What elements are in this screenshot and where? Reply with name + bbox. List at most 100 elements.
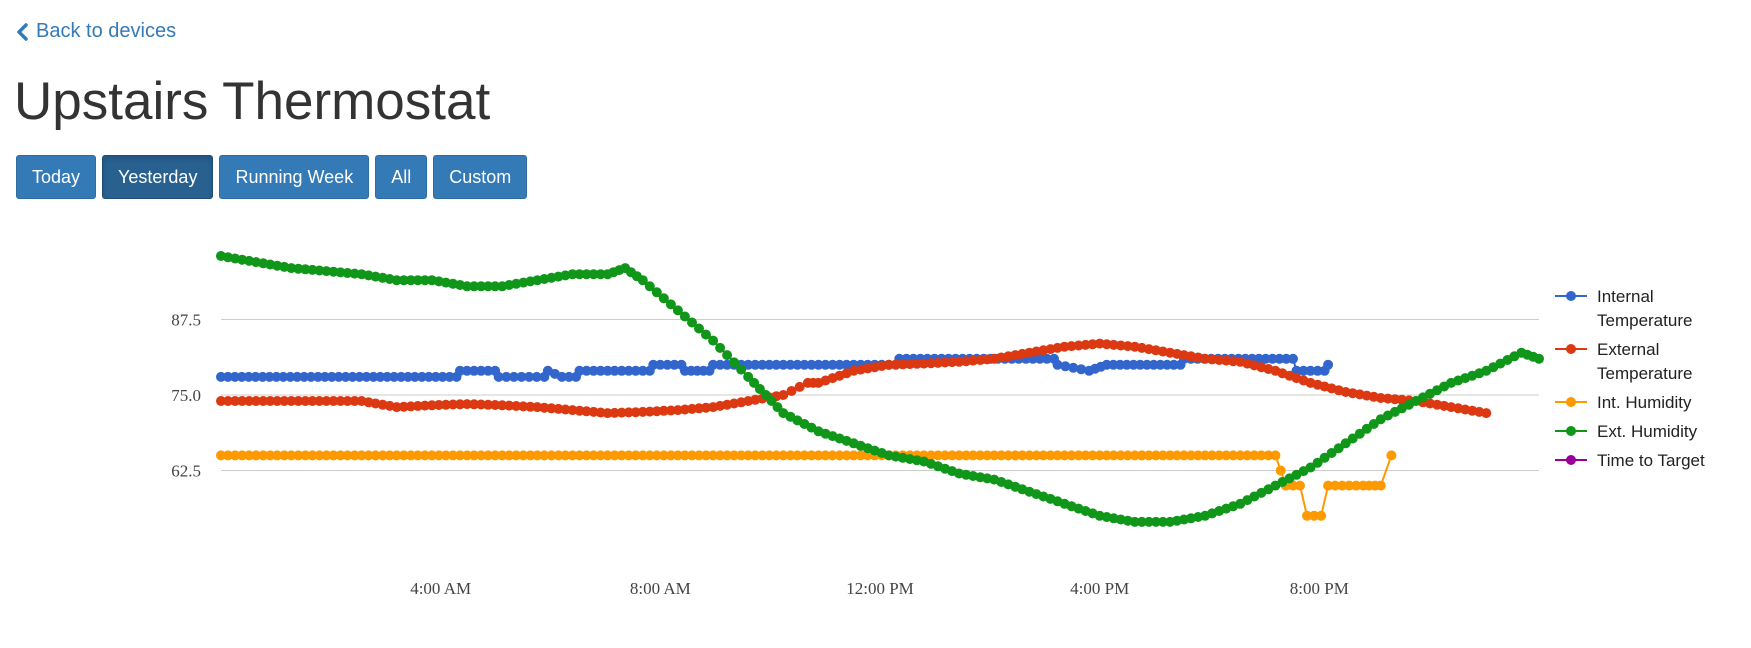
data-point — [448, 399, 458, 410]
data-point — [370, 450, 381, 461]
data-point — [1221, 450, 1232, 461]
data-point — [602, 450, 613, 461]
data-point — [1017, 450, 1028, 461]
data-point — [651, 287, 662, 298]
data-point — [609, 365, 620, 376]
data-point — [665, 450, 676, 461]
data-point — [389, 371, 400, 382]
custom-button[interactable]: Custom — [433, 155, 528, 199]
data-point — [1143, 516, 1154, 527]
data-point — [1361, 423, 1372, 434]
data-point — [708, 335, 719, 346]
data-point — [1172, 450, 1182, 461]
data-point — [223, 396, 233, 406]
data-point — [679, 450, 690, 461]
data-point — [616, 365, 627, 376]
yesterday-button[interactable]: Yesterday — [102, 155, 214, 199]
data-point — [236, 371, 247, 382]
data-point — [595, 450, 606, 461]
back-to-devices-link[interactable]: Back to devices — [16, 20, 176, 43]
data-point — [412, 275, 423, 286]
data-point — [497, 400, 508, 411]
data-point — [778, 450, 789, 461]
data-point — [564, 371, 574, 382]
data-point — [694, 450, 704, 461]
data-point — [1354, 428, 1365, 439]
data-point — [883, 359, 894, 370]
data-point — [368, 371, 379, 382]
data-point — [574, 365, 585, 376]
legend-item-1[interactable]: External Temperature — [1555, 340, 1692, 383]
data-point — [426, 450, 437, 461]
data-point — [516, 371, 527, 382]
data-point — [595, 269, 606, 280]
data-point — [532, 450, 543, 461]
data-point — [1129, 516, 1140, 527]
data-point — [862, 450, 873, 461]
data-point — [455, 365, 465, 376]
data-point — [1157, 516, 1168, 527]
data-point — [430, 371, 441, 382]
data-point — [588, 365, 599, 376]
legend-label: External — [1597, 340, 1659, 359]
data-point — [237, 396, 248, 406]
y-tick-label: 87.5 — [171, 310, 201, 329]
data-point — [377, 450, 388, 461]
data-point — [1200, 450, 1211, 461]
data-point — [602, 365, 613, 376]
data-point — [1136, 516, 1147, 527]
data-point — [588, 269, 599, 280]
data-point — [1038, 450, 1049, 461]
data-point — [347, 371, 358, 382]
data-point — [483, 399, 494, 410]
data-point — [250, 371, 261, 382]
data-point — [897, 359, 908, 370]
data-point — [778, 359, 789, 370]
data-point — [448, 450, 458, 461]
data-point — [947, 450, 958, 461]
data-point — [328, 450, 339, 461]
data-point — [419, 400, 430, 411]
data-point — [609, 407, 620, 418]
data-point — [216, 396, 226, 406]
data-point — [314, 450, 325, 461]
data-point — [1108, 450, 1119, 461]
data-point — [1228, 450, 1239, 461]
data-point — [335, 396, 346, 406]
data-point — [623, 450, 634, 461]
data-point — [904, 359, 915, 370]
legend-item-3[interactable]: Ext. Humidity — [1555, 422, 1698, 441]
data-point — [1249, 450, 1260, 461]
running-week-button[interactable]: Running Week — [219, 155, 370, 199]
data-point — [947, 357, 958, 368]
data-point — [279, 450, 290, 461]
data-point — [729, 357, 740, 368]
legend-item-2[interactable]: Int. Humidity — [1555, 393, 1692, 412]
data-point — [363, 450, 374, 461]
data-point — [786, 386, 797, 396]
data-point — [469, 450, 480, 461]
data-point — [644, 281, 655, 292]
data-point — [968, 450, 979, 461]
data-point — [630, 365, 641, 376]
data-point — [648, 359, 659, 370]
data-point — [764, 359, 775, 370]
data-point — [715, 359, 726, 370]
data-point — [982, 450, 993, 461]
data-point — [701, 450, 711, 461]
data-point — [1351, 480, 1362, 491]
data-point — [616, 450, 627, 461]
data-point — [1534, 353, 1544, 364]
legend-item-4[interactable]: Time to Target — [1555, 451, 1705, 470]
data-point — [1122, 450, 1133, 461]
legend-label: Ext. Humidity — [1597, 422, 1698, 441]
data-point — [672, 450, 683, 461]
data-point — [1129, 450, 1140, 461]
data-point — [455, 399, 465, 410]
data-point — [743, 450, 754, 461]
data-point — [1179, 450, 1189, 461]
data-point — [251, 396, 262, 406]
today-button[interactable]: Today — [16, 155, 97, 199]
all-button[interactable]: All — [375, 155, 428, 199]
legend-item-0[interactable]: Internal Temperature — [1555, 287, 1692, 330]
